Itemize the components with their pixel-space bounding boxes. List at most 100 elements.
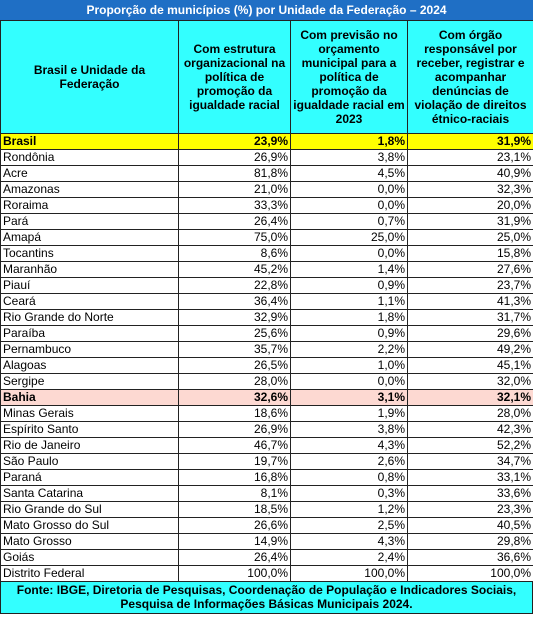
title: Proporção de municípios (%) por Unidade … xyxy=(0,0,533,20)
header-cell: Com órgão responsável por receber, regis… xyxy=(407,20,533,134)
region-cell: Ceará xyxy=(0,293,179,310)
value-cell: 23,7% xyxy=(407,277,533,294)
value-cell: 1,1% xyxy=(290,293,408,310)
value-cell: 20,0% xyxy=(407,197,533,214)
value-cell: 15,8% xyxy=(407,245,533,262)
region-cell: Amapá xyxy=(0,229,179,246)
value-cell: 28,0% xyxy=(407,405,533,422)
value-cell: 31,9% xyxy=(407,213,533,230)
table-row: Rio Grande do Sul 18,5% 1,2% 23,3% xyxy=(0,501,533,518)
region-cell: Maranhão xyxy=(0,261,179,278)
value-cell: 18,5% xyxy=(178,501,291,518)
table-row: Paraná 16,8% 0,8% 33,1% xyxy=(0,469,533,486)
value-cell: 4,3% xyxy=(290,533,408,550)
value-cell: 46,7% xyxy=(178,437,291,454)
value-cell: 31,9% xyxy=(407,133,533,150)
region-cell: Pernambuco xyxy=(0,341,179,358)
value-cell: 34,7% xyxy=(407,453,533,470)
table-row: Tocantins 8,6% 0,0% 15,8% xyxy=(0,245,533,262)
value-cell: 26,4% xyxy=(178,549,291,566)
value-cell: 29,6% xyxy=(407,325,533,342)
region-cell: Mato Grosso do Sul xyxy=(0,517,179,534)
value-cell: 49,2% xyxy=(407,341,533,358)
value-cell: 1,8% xyxy=(290,309,408,326)
region-cell: Amazonas xyxy=(0,181,179,198)
region-cell: Mato Grosso xyxy=(0,533,179,550)
region-cell: Goiás xyxy=(0,549,179,566)
header-cell: Com estrutura organizacional na política… xyxy=(178,20,291,134)
value-cell: 26,9% xyxy=(178,149,291,166)
value-cell: 22,8% xyxy=(178,277,291,294)
table-row: Amapá 75,0% 25,0% 25,0% xyxy=(0,229,533,246)
value-cell: 40,5% xyxy=(407,517,533,534)
value-cell: 41,3% xyxy=(407,293,533,310)
value-cell: 1,4% xyxy=(290,261,408,278)
value-cell: 8,1% xyxy=(178,485,291,502)
value-cell: 32,6% xyxy=(178,389,291,406)
region-cell: São Paulo xyxy=(0,453,179,470)
table-row: Roraima 33,3% 0,0% 20,0% xyxy=(0,197,533,214)
value-cell: 100,0% xyxy=(178,565,291,582)
value-cell: 4,3% xyxy=(290,437,408,454)
table-row: Paraíba 25,6% 0,9% 29,6% xyxy=(0,325,533,342)
table-row: Minas Gerais 18,6% 1,9% 28,0% xyxy=(0,405,533,422)
region-cell: Rio de Janeiro xyxy=(0,437,179,454)
value-cell: 18,6% xyxy=(178,405,291,422)
table-row: Mato Grosso 14,9% 4,3% 29,8% xyxy=(0,533,533,550)
value-cell: 2,6% xyxy=(290,453,408,470)
value-cell: 32,3% xyxy=(407,181,533,198)
header-row: Brasil e Unidade da Federação Com estrutu… xyxy=(0,20,533,134)
value-cell: 3,8% xyxy=(290,421,408,438)
table-body: Brasil 23,9% 1,8% 31,9% Rondônia 26,9% 3,8% 23,… xyxy=(0,133,533,582)
table-row: Pernambuco 35,7% 2,2% 49,2% xyxy=(0,341,533,358)
value-cell: 32,9% xyxy=(178,309,291,326)
value-cell: 75,0% xyxy=(178,229,291,246)
value-cell: 33,6% xyxy=(407,485,533,502)
value-cell: 3,1% xyxy=(290,389,408,406)
value-cell: 25,6% xyxy=(178,325,291,342)
table-row: Santa Catarina 8,1% 0,3% 33,6% xyxy=(0,485,533,502)
region-cell: Rio Grande do Norte xyxy=(0,309,179,326)
value-cell: 0,0% xyxy=(290,245,408,262)
value-cell: 0,0% xyxy=(290,373,408,390)
value-cell: 45,1% xyxy=(407,357,533,374)
region-cell: Paraná xyxy=(0,469,179,486)
value-cell: 52,2% xyxy=(407,437,533,454)
value-cell: 4,5% xyxy=(290,165,408,182)
value-cell: 1,9% xyxy=(290,405,408,422)
table-row: Rio de Janeiro 46,7% 4,3% 52,2% xyxy=(0,437,533,454)
value-cell: 45,2% xyxy=(178,261,291,278)
region-cell: Paraíba xyxy=(0,325,179,342)
value-cell: 0,3% xyxy=(290,485,408,502)
value-cell: 0,7% xyxy=(290,213,408,230)
value-cell: 0,9% xyxy=(290,277,408,294)
value-cell: 33,3% xyxy=(178,197,291,214)
value-cell: 36,6% xyxy=(407,549,533,566)
table-row: Pará 26,4% 0,7% 31,9% xyxy=(0,213,533,230)
region-cell: Sergipe xyxy=(0,373,179,390)
value-cell: 23,3% xyxy=(407,501,533,518)
table-row: Alagoas 26,5% 1,0% 45,1% xyxy=(0,357,533,374)
table-row: Rio Grande do Norte 32,9% 1,8% 31,7% xyxy=(0,309,533,326)
table-row: Piauí 22,8% 0,9% 23,7% xyxy=(0,277,533,294)
value-cell: 8,6% xyxy=(178,245,291,262)
table-row: Ceará 36,4% 1,1% 41,3% xyxy=(0,293,533,310)
table-row: Bahia 32,6% 3,1% 32,1% xyxy=(0,389,533,406)
value-cell: 42,3% xyxy=(407,421,533,438)
value-cell: 100,0% xyxy=(290,565,408,582)
value-cell: 21,0% xyxy=(178,181,291,198)
table-row: Sergipe 28,0% 0,0% 32,0% xyxy=(0,373,533,390)
value-cell: 25,0% xyxy=(407,229,533,246)
value-cell: 31,7% xyxy=(407,309,533,326)
region-cell: Distrito Federal xyxy=(0,565,179,582)
value-cell: 25,0% xyxy=(290,229,408,246)
value-cell: 19,7% xyxy=(178,453,291,470)
value-cell: 26,6% xyxy=(178,517,291,534)
region-cell: Espírito Santo xyxy=(0,421,179,438)
region-cell: Minas Gerais xyxy=(0,405,179,422)
header-cell: Brasil e Unidade da Federação xyxy=(0,20,179,134)
value-cell: 1,8% xyxy=(290,133,408,150)
footer: Fonte: IBGE, Diretoria de Pesquisas, Coo… xyxy=(0,582,533,614)
table-row: Acre 81,8% 4,5% 40,9% xyxy=(0,165,533,182)
